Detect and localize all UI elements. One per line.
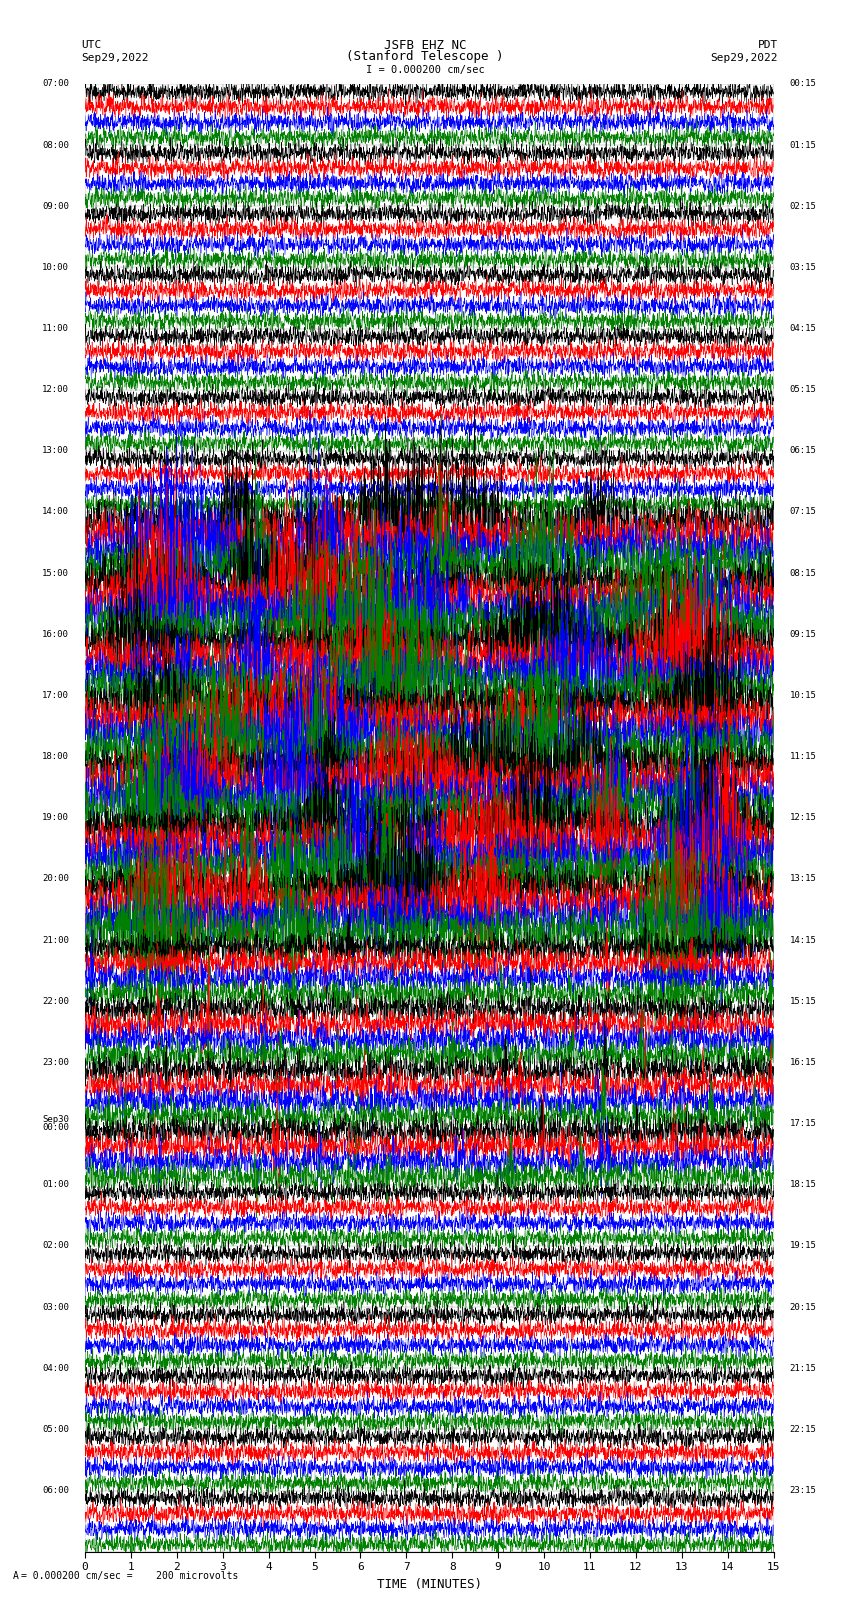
- Text: 04:00: 04:00: [42, 1363, 69, 1373]
- Text: = 0.000200 cm/sec =    200 microvolts: = 0.000200 cm/sec = 200 microvolts: [21, 1571, 239, 1581]
- Text: 19:00: 19:00: [42, 813, 69, 823]
- Text: 01:00: 01:00: [42, 1181, 69, 1189]
- Text: 03:15: 03:15: [790, 263, 817, 273]
- Text: 00:00: 00:00: [42, 1123, 69, 1132]
- Text: 17:00: 17:00: [42, 690, 69, 700]
- Text: 07:15: 07:15: [790, 508, 817, 516]
- Text: 15:15: 15:15: [790, 997, 817, 1007]
- Text: 15:00: 15:00: [42, 569, 69, 577]
- Text: 02:15: 02:15: [790, 202, 817, 211]
- Text: (Stanford Telescope ): (Stanford Telescope ): [346, 50, 504, 63]
- Text: 10:00: 10:00: [42, 263, 69, 273]
- Text: I = 0.000200 cm/sec: I = 0.000200 cm/sec: [366, 65, 484, 74]
- Text: 17:15: 17:15: [790, 1119, 817, 1127]
- Text: 16:00: 16:00: [42, 629, 69, 639]
- Text: 06:00: 06:00: [42, 1486, 69, 1495]
- Text: UTC: UTC: [81, 40, 101, 50]
- Text: 14:00: 14:00: [42, 508, 69, 516]
- Text: PDT: PDT: [757, 40, 778, 50]
- Text: 19:15: 19:15: [790, 1242, 817, 1250]
- Text: JSFB EHZ NC: JSFB EHZ NC: [383, 39, 467, 52]
- Text: 13:00: 13:00: [42, 447, 69, 455]
- Text: 11:00: 11:00: [42, 324, 69, 332]
- Text: 11:15: 11:15: [790, 752, 817, 761]
- Text: 21:00: 21:00: [42, 936, 69, 945]
- Text: 09:00: 09:00: [42, 202, 69, 211]
- Text: 14:15: 14:15: [790, 936, 817, 945]
- Text: 04:15: 04:15: [790, 324, 817, 332]
- Text: 00:15: 00:15: [790, 79, 817, 89]
- Text: Sep29,2022: Sep29,2022: [711, 53, 778, 63]
- Text: 06:15: 06:15: [790, 447, 817, 455]
- Text: A: A: [13, 1571, 19, 1581]
- Text: 23:15: 23:15: [790, 1486, 817, 1495]
- Text: 08:00: 08:00: [42, 140, 69, 150]
- Text: 09:15: 09:15: [790, 629, 817, 639]
- Text: 20:00: 20:00: [42, 874, 69, 884]
- Text: 08:15: 08:15: [790, 569, 817, 577]
- Text: 18:15: 18:15: [790, 1181, 817, 1189]
- Text: 16:15: 16:15: [790, 1058, 817, 1066]
- Text: 10:15: 10:15: [790, 690, 817, 700]
- Text: 12:00: 12:00: [42, 386, 69, 394]
- Text: 22:15: 22:15: [790, 1424, 817, 1434]
- Text: 18:00: 18:00: [42, 752, 69, 761]
- Text: 20:15: 20:15: [790, 1303, 817, 1311]
- Text: 22:00: 22:00: [42, 997, 69, 1007]
- X-axis label: TIME (MINUTES): TIME (MINUTES): [377, 1578, 482, 1590]
- Text: 13:15: 13:15: [790, 874, 817, 884]
- Text: 05:15: 05:15: [790, 386, 817, 394]
- Text: Sep29,2022: Sep29,2022: [81, 53, 148, 63]
- Text: 02:00: 02:00: [42, 1242, 69, 1250]
- Text: Sep30: Sep30: [42, 1115, 69, 1124]
- Text: 01:15: 01:15: [790, 140, 817, 150]
- Text: 05:00: 05:00: [42, 1424, 69, 1434]
- Text: 23:00: 23:00: [42, 1058, 69, 1066]
- Text: 07:00: 07:00: [42, 79, 69, 89]
- Text: 03:00: 03:00: [42, 1303, 69, 1311]
- Text: 21:15: 21:15: [790, 1363, 817, 1373]
- Text: 12:15: 12:15: [790, 813, 817, 823]
